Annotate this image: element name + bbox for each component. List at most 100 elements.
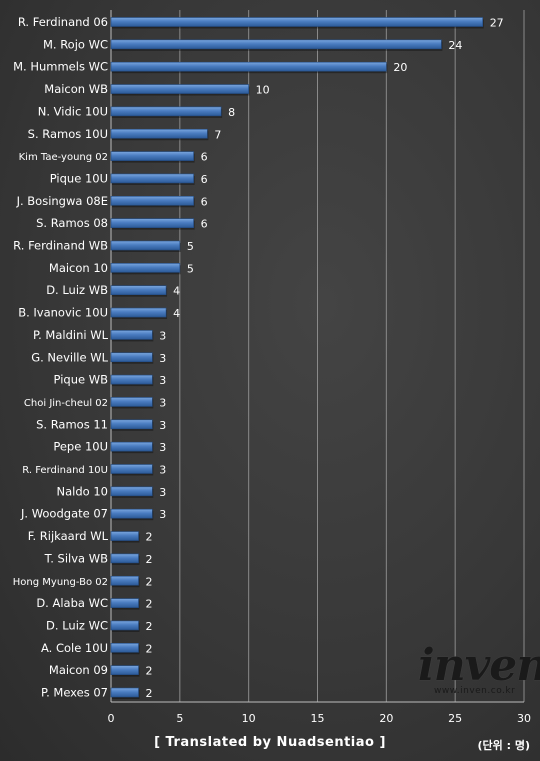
category-label: S. Ramos 10U: [28, 127, 108, 141]
bar: [110, 196, 194, 206]
value-label: 2: [146, 620, 153, 633]
value-label: 4: [173, 307, 180, 320]
category-label: T. Silva WB: [44, 551, 109, 565]
value-label: 2: [146, 687, 153, 700]
bar: [110, 531, 139, 541]
bar: [110, 173, 194, 184]
bar: [110, 84, 249, 94]
category-label: G. Neville WL: [31, 350, 108, 364]
value-label: 2: [146, 553, 153, 566]
category-label: Choi Jin-cheul 02: [24, 398, 108, 409]
x-tick-label: 15: [311, 712, 325, 725]
bar: [110, 263, 181, 273]
category-label: Naldo 10: [57, 484, 108, 498]
bar: [110, 307, 167, 318]
value-label: 10: [256, 84, 270, 97]
bar: [110, 575, 139, 586]
value-label: 3: [159, 396, 166, 409]
category-label: Maicon 09: [49, 663, 108, 677]
value-label: 3: [159, 419, 166, 432]
value-label: 3: [159, 486, 166, 499]
category-label: M. Hummels WC: [13, 60, 108, 74]
value-label: 6: [201, 195, 208, 208]
category-label: Maicon 10: [49, 261, 108, 275]
category-label: R. Ferdinand 10U: [22, 465, 108, 476]
bar: [110, 17, 484, 27]
value-label: 2: [146, 575, 153, 588]
value-label: 6: [201, 151, 208, 164]
bar: [110, 218, 194, 228]
bar: [110, 61, 387, 72]
translation-credit: [ Translated by Nuadsentiao ]: [154, 735, 386, 750]
category-label: J. Woodgate 07: [20, 507, 108, 521]
x-tick-label: 30: [517, 712, 531, 725]
category-label: B. Ivanovic 10U: [18, 306, 108, 320]
category-label: S. Ramos 08: [36, 216, 108, 230]
category-label: D. Alaba WC: [36, 596, 108, 610]
category-label: R. Ferdinand WB: [13, 239, 108, 253]
value-label: 8: [228, 106, 235, 119]
bar: [110, 128, 208, 139]
bar: [110, 620, 139, 631]
bar: [110, 441, 153, 452]
value-label: 3: [159, 464, 166, 477]
value-label: 27: [490, 17, 504, 30]
bar: [110, 285, 167, 296]
bar: [110, 486, 153, 497]
category-label: N. Vidic 10U: [38, 104, 108, 118]
value-label: 6: [201, 173, 208, 186]
x-tick-label: 25: [448, 712, 462, 725]
x-tick-label: 10: [242, 712, 256, 725]
value-label: 5: [187, 240, 194, 253]
bar: [110, 330, 153, 340]
value-label: 3: [159, 441, 166, 454]
category-label: S. Ramos 11: [36, 417, 108, 431]
category-label: D. Luiz WB: [46, 283, 108, 297]
bar: [110, 642, 139, 653]
category-label: Hong Myung-Bo 02: [13, 577, 108, 588]
watermark-logo-text: inven: [418, 640, 540, 691]
value-label: 3: [159, 508, 166, 521]
category-label: Kim Tae-young 02: [19, 152, 108, 163]
category-label: R. Ferdinand 06: [18, 15, 108, 29]
category-label: P. Maldini WL: [33, 328, 109, 342]
x-tick-label: 5: [176, 712, 183, 725]
category-label: F. Rijkaard WL: [28, 529, 109, 543]
bar: [110, 39, 442, 50]
bar: [110, 464, 153, 474]
value-label: 4: [173, 285, 180, 298]
category-label: Pique WB: [54, 373, 109, 387]
gridlines: [110, 10, 525, 703]
category-label: A. Cole 10U: [41, 641, 108, 655]
bar: [110, 374, 153, 385]
bar: [110, 508, 153, 519]
value-label: 20: [393, 61, 407, 74]
value-label: 3: [159, 374, 166, 387]
category-label: D. Luiz WC: [46, 618, 108, 632]
value-label: 24: [448, 39, 462, 52]
x-tick-labels: 0 5 10 15 20 25 30: [108, 712, 532, 725]
category-label: P. Mexes 07: [41, 686, 108, 700]
value-label: 6: [201, 218, 208, 231]
bar: [110, 240, 181, 251]
bar: [110, 419, 153, 430]
bar: [110, 687, 139, 698]
value-label: 5: [187, 262, 194, 275]
category-label: Pepe 10U: [53, 440, 108, 454]
value-label: 3: [159, 329, 166, 342]
unit-label: (단위 : 명): [477, 739, 530, 752]
watermark-url: www.inven.co.kr: [434, 686, 516, 696]
value-label: 2: [146, 665, 153, 678]
x-tick-label: 20: [379, 712, 393, 725]
value-label: 7: [214, 128, 221, 141]
bar: [110, 397, 153, 407]
category-label: Pique 10U: [50, 171, 108, 185]
bar: [110, 106, 222, 117]
bar: [110, 151, 194, 161]
category-label: M. Rojo WC: [43, 37, 108, 51]
inven-watermark: inven www.inven.co.kr: [412, 640, 540, 698]
category-label: J. Bosingwa 08E: [16, 194, 108, 208]
